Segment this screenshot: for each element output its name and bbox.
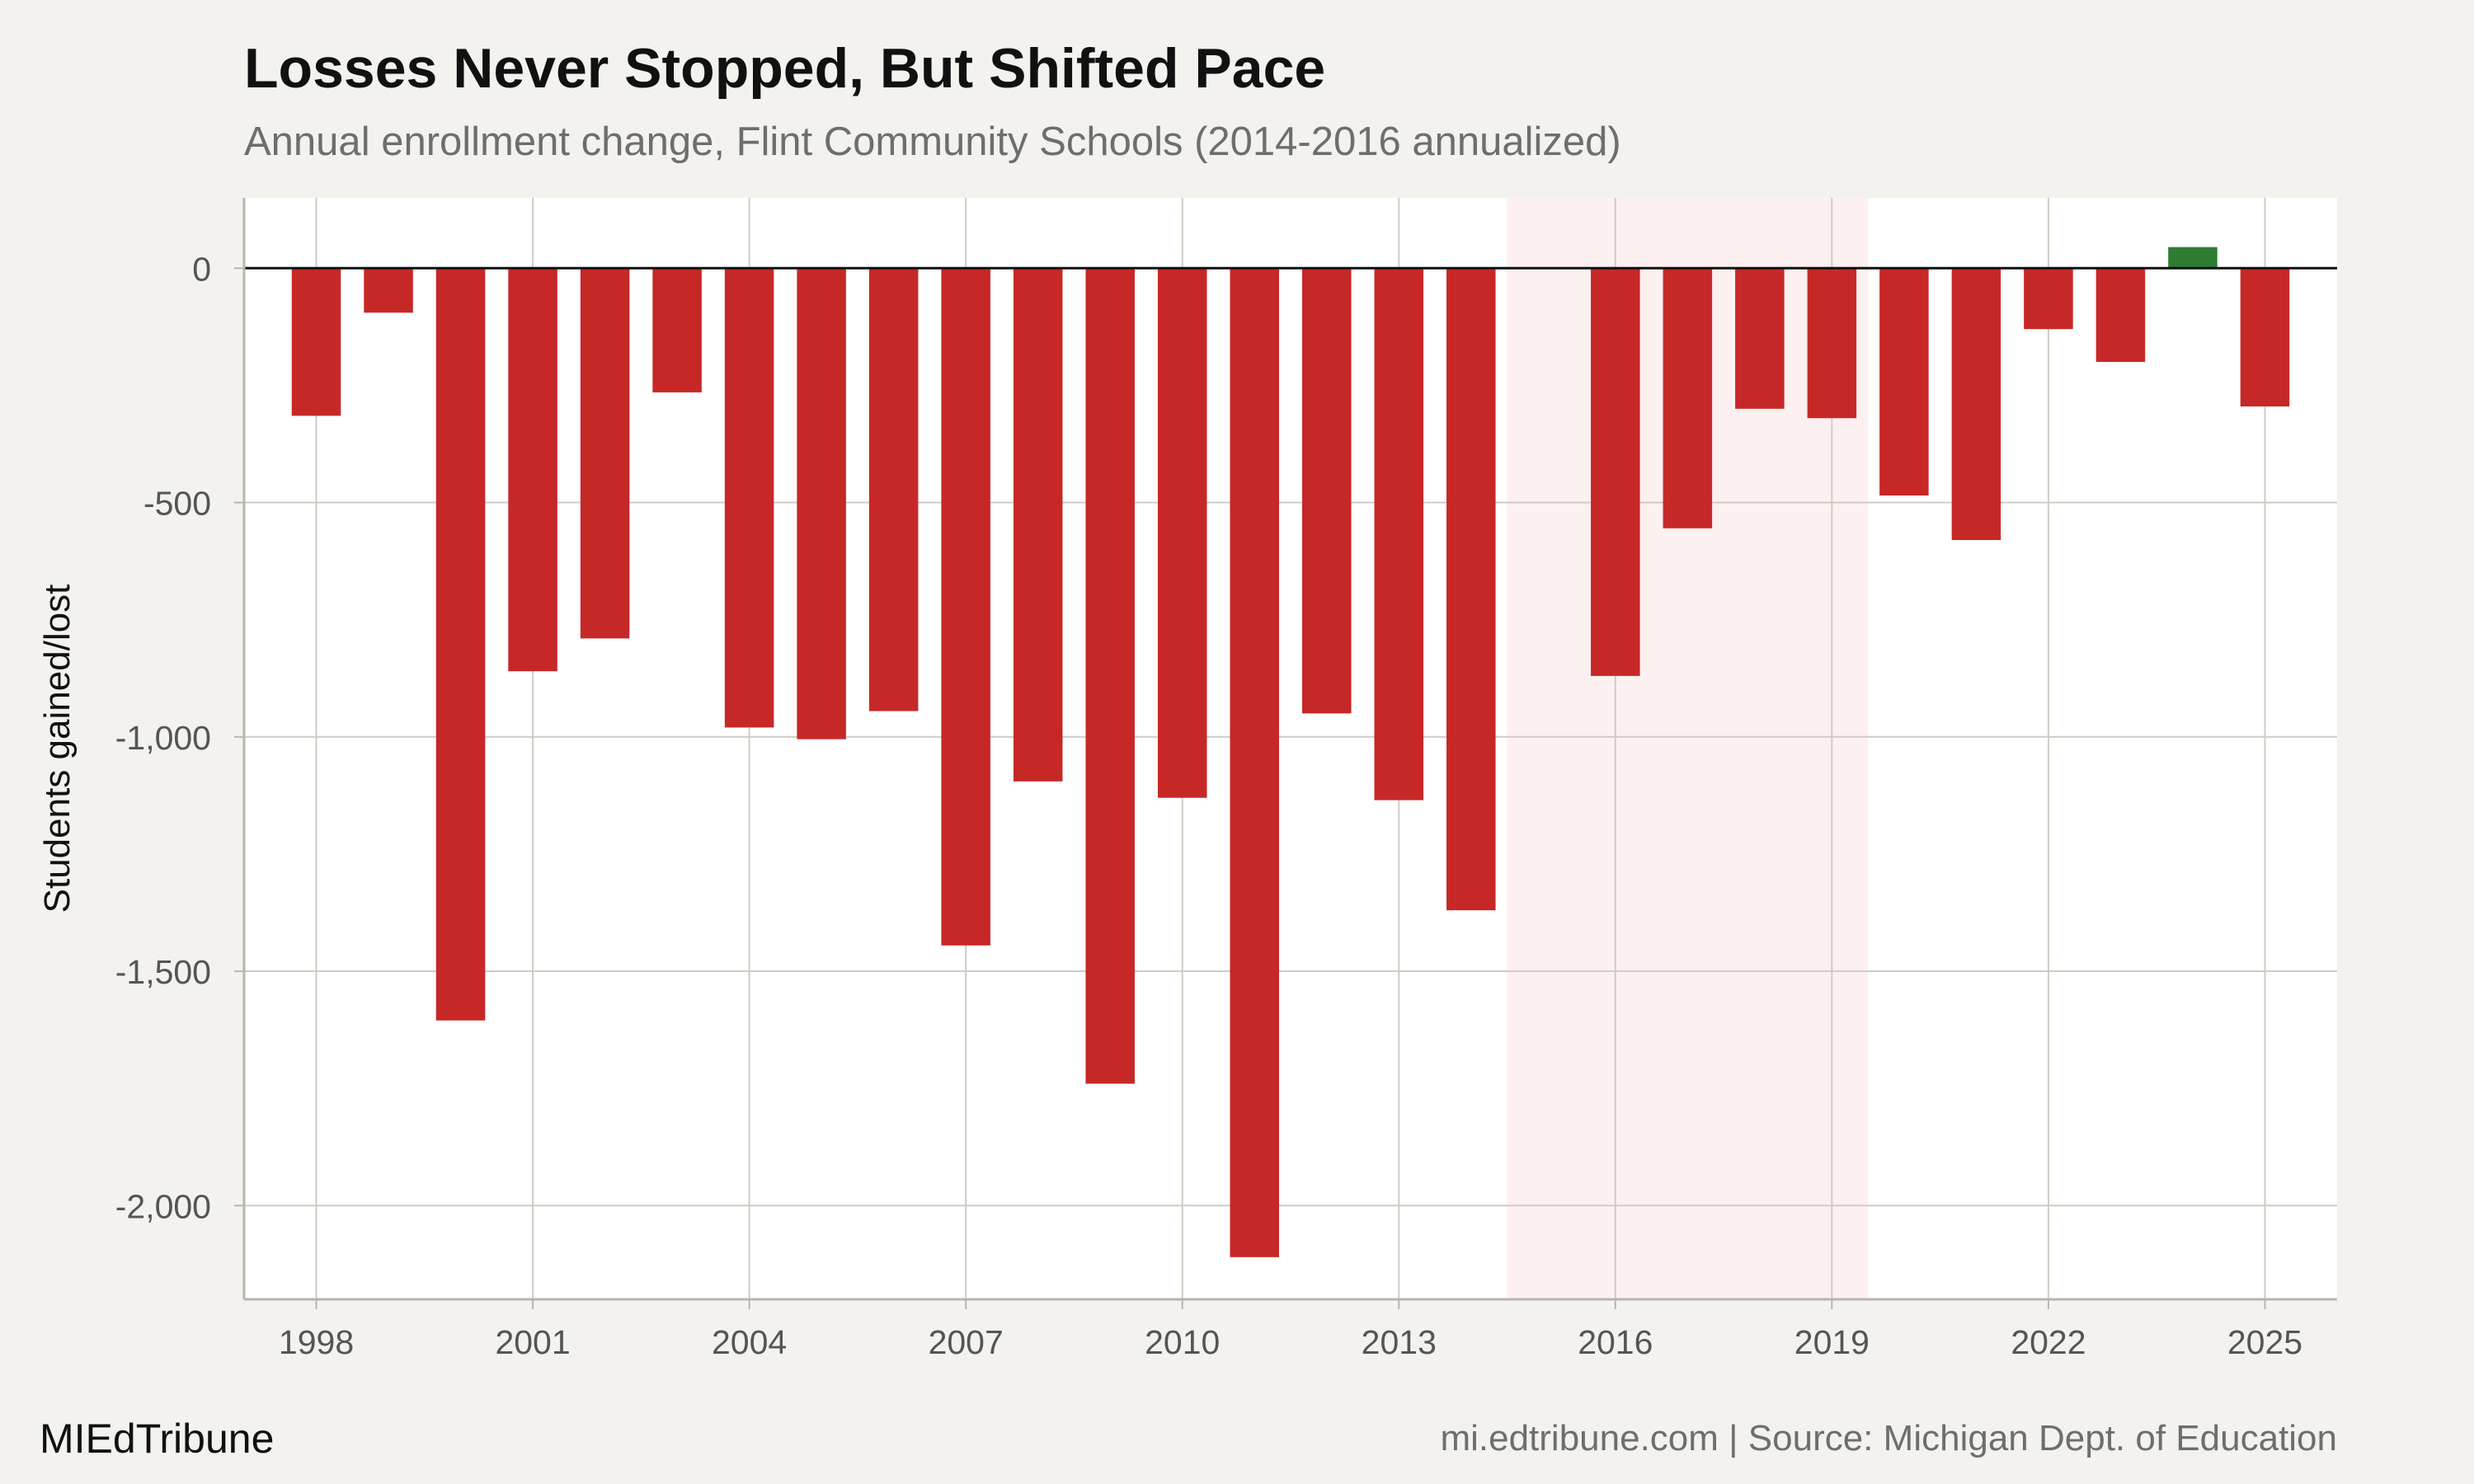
bar-1999 bbox=[364, 268, 413, 313]
bar-1998 bbox=[291, 268, 341, 416]
bar-2021 bbox=[1951, 268, 2001, 541]
bar-2017 bbox=[1663, 268, 1713, 528]
brand-logo: MIEdTribune bbox=[40, 1416, 275, 1462]
bar-2016 bbox=[1591, 268, 1640, 676]
bar-2002 bbox=[580, 268, 630, 639]
bar-2022 bbox=[2024, 268, 2073, 330]
x-tick-label: 2001 bbox=[495, 1323, 570, 1361]
bar-2020 bbox=[1879, 268, 1929, 496]
x-tick-label: 2004 bbox=[712, 1323, 787, 1361]
bar-2010 bbox=[1157, 268, 1207, 798]
x-tick-label: 2010 bbox=[1145, 1323, 1220, 1361]
x-tick-label: 2022 bbox=[2011, 1323, 2086, 1361]
bar-2006 bbox=[868, 268, 919, 711]
bar-2012 bbox=[1302, 268, 1352, 714]
bar-2007 bbox=[941, 268, 990, 946]
plot-panel bbox=[244, 198, 2337, 1299]
bar-2001 bbox=[508, 268, 557, 672]
y-tick-label: -500 bbox=[143, 485, 211, 523]
y-axis-label: Students gained/lost bbox=[37, 585, 78, 913]
chart-subtitle: Annual enrollment change, Flint Communit… bbox=[244, 120, 1621, 164]
bar-2013 bbox=[1374, 268, 1424, 801]
x-tick-label: 2007 bbox=[929, 1323, 1004, 1361]
y-tick-label: -1,500 bbox=[115, 953, 211, 991]
y-tick-label: -2,000 bbox=[115, 1187, 211, 1225]
bar-2025 bbox=[2240, 268, 2290, 406]
bar-2018 bbox=[1735, 268, 1785, 409]
y-tick-label: -1,000 bbox=[115, 719, 211, 757]
x-ticks: 1998 2001 2004 2007 2010 2013 2016 2019 2022 2025 bbox=[279, 1299, 2302, 1361]
bar-2019 bbox=[1807, 268, 1857, 419]
x-tick-label: 2013 bbox=[1362, 1323, 1437, 1361]
bar-2023 bbox=[2095, 268, 2146, 362]
bar-2014 bbox=[1446, 268, 1496, 911]
x-tick-label: 2025 bbox=[2227, 1323, 2302, 1361]
bar-2008 bbox=[1013, 268, 1063, 782]
bar-2003 bbox=[652, 268, 702, 392]
bar-2009 bbox=[1085, 268, 1135, 1084]
y-tick-label: 0 bbox=[192, 250, 211, 288]
y-ticks: 0 -500 -1,000 -1,500 -2,000 bbox=[115, 250, 244, 1225]
bar-2005 bbox=[797, 268, 846, 740]
bars bbox=[291, 247, 2290, 1257]
bar-2024 bbox=[2168, 247, 2218, 269]
source-note: mi.edtribune.com | Source: Michigan Dept… bbox=[1440, 1418, 2337, 1458]
bar-2004 bbox=[724, 268, 774, 728]
x-tick-label: 2016 bbox=[1578, 1323, 1653, 1361]
bar-2000 bbox=[435, 268, 486, 1021]
chart-title: Losses Never Stopped, But Shifted Pace bbox=[244, 37, 1326, 100]
x-tick-label: 2019 bbox=[1794, 1323, 1870, 1361]
bar-2011 bbox=[1230, 268, 1279, 1257]
x-tick-label: 1998 bbox=[279, 1323, 354, 1361]
